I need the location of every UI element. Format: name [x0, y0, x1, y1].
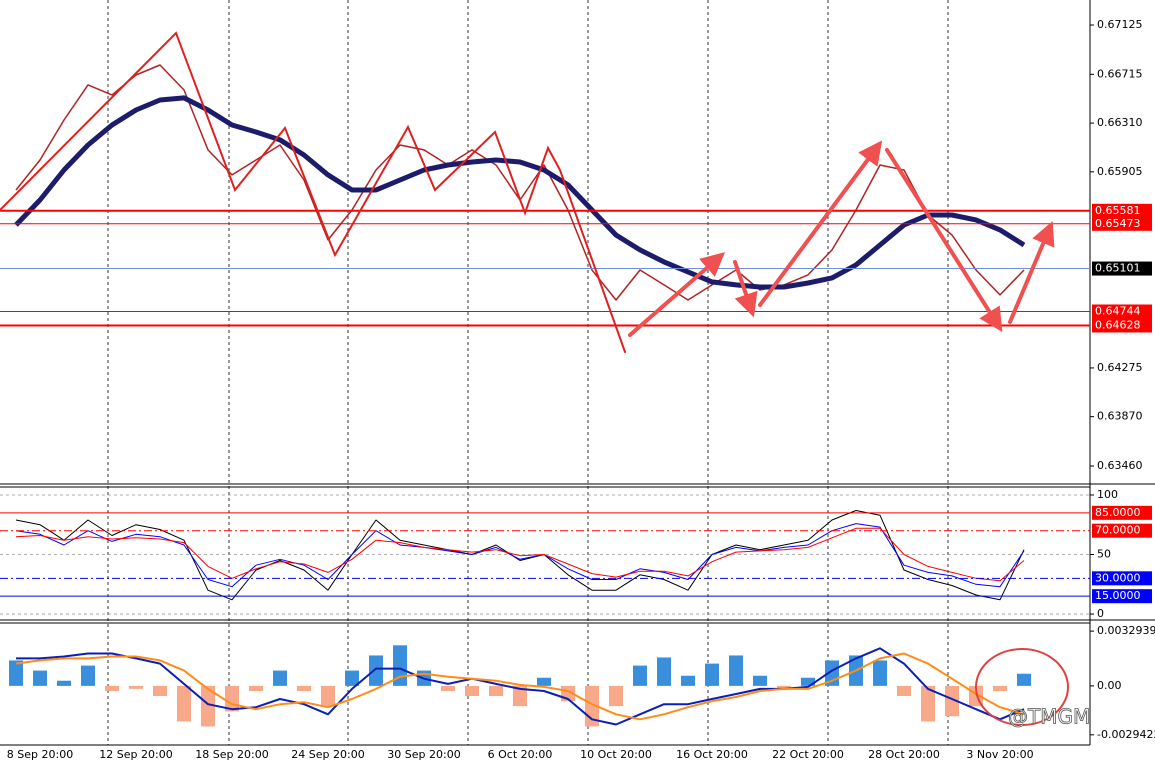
arrow — [1008, 220, 1055, 324]
y-tick-label: 0.63870 — [1097, 410, 1143, 423]
watermark: @TMGM — [1008, 705, 1090, 729]
level-label-box — [1092, 304, 1152, 319]
arrow — [628, 252, 726, 337]
histogram-bar — [465, 685, 479, 697]
level-label-box — [1092, 571, 1152, 586]
histogram-bar — [201, 685, 215, 727]
histogram-bar — [249, 685, 263, 692]
level-label: 0.64628 — [1095, 318, 1141, 331]
histogram-bar — [993, 685, 1007, 692]
level-label-box — [1092, 261, 1152, 276]
histogram-bar — [777, 685, 791, 689]
level-label: 0.65473 — [1095, 217, 1141, 230]
y-tick-label: 0.65905 — [1097, 165, 1143, 178]
x-tick-label: 30 Sep 20:00 — [387, 748, 460, 761]
histogram-bar — [945, 685, 959, 717]
level-label-box — [1092, 216, 1152, 231]
y-tick-label: 0.67125 — [1097, 18, 1143, 31]
histogram-bar — [921, 685, 935, 722]
level-label: 0.65581 — [1095, 204, 1141, 217]
level-label-box — [1092, 523, 1152, 538]
y-tick-label: 50 — [1097, 548, 1111, 561]
y-tick-label: 0 — [1097, 607, 1104, 620]
histogram-bar — [801, 677, 815, 686]
plot — [0, 64, 1090, 727]
x-tick-label: 12 Sep 20:00 — [99, 748, 172, 761]
y-tick-label: 0.66715 — [1097, 67, 1143, 80]
arrow — [733, 260, 758, 318]
series-line — [15, 510, 1025, 601]
vertical-grid — [107, 0, 949, 745]
zigzag — [0, 31, 626, 353]
histogram-bar — [897, 685, 911, 697]
histogram-bar — [9, 660, 23, 686]
histogram-bar — [681, 675, 695, 686]
histogram-bar — [129, 685, 143, 689]
level-label: 30.0000 — [1095, 571, 1141, 584]
annotations — [0, 31, 1069, 726]
x-tick-label: 3 Nov 20:00 — [966, 748, 1033, 761]
histogram-bar — [489, 685, 503, 697]
level-label: 0.64744 — [1095, 305, 1141, 318]
histogram-bar — [321, 685, 335, 707]
y-tick-label: 0.0032939 — [1097, 624, 1155, 637]
y-tick-label: -0.0029422 — [1097, 728, 1155, 741]
highlight-circle — [975, 648, 1069, 726]
y-tick-label: 100 — [1097, 488, 1118, 501]
x-tick-label: 18 Sep 20:00 — [195, 748, 268, 761]
arrow — [885, 148, 1003, 333]
histogram-bar — [369, 655, 383, 686]
x-tick-label: 28 Oct 20:00 — [868, 748, 940, 761]
histogram-bar — [1017, 673, 1031, 686]
series-line — [14, 95, 1026, 290]
histogram-bar — [729, 655, 743, 686]
histogram-bar — [177, 685, 191, 722]
histogram-bar — [297, 685, 311, 692]
histogram-bar — [609, 685, 623, 707]
histogram-bar — [33, 670, 47, 686]
x-tick-label: 10 Oct 20:00 — [580, 748, 652, 761]
y-tick-label: 0.64275 — [1097, 361, 1143, 374]
histogram-bar — [705, 663, 719, 686]
histogram-bar — [441, 685, 455, 692]
arrow — [758, 140, 883, 307]
histogram-bar — [345, 670, 359, 686]
histogram-bar — [105, 685, 119, 692]
x-tick-label: 22 Oct 20:00 — [772, 748, 844, 761]
histogram-bar — [537, 677, 551, 686]
series-line — [15, 652, 1025, 721]
level-label-box — [1092, 505, 1152, 520]
histogram-bar — [57, 680, 71, 686]
series-line — [15, 523, 1025, 588]
level-label: 70.0000 — [1095, 524, 1141, 537]
level-label-box — [1092, 318, 1152, 333]
x-tick-label: 8 Sep 20:00 — [7, 748, 73, 761]
level-label-box — [1092, 589, 1152, 604]
level-label: 0.65101 — [1095, 262, 1141, 275]
y-tick-label: 0.63460 — [1097, 459, 1143, 472]
frame — [0, 0, 1155, 746]
histogram-bar — [873, 660, 887, 686]
series-line — [16, 647, 1025, 726]
histogram-bar — [81, 665, 95, 686]
level-label: 15.0000 — [1095, 589, 1141, 602]
x-tick-label: 16 Oct 20:00 — [676, 748, 748, 761]
histogram-bar — [273, 670, 287, 686]
histogram-bar — [153, 685, 167, 697]
level-label: 85.0000 — [1095, 506, 1141, 519]
histogram-bar — [657, 657, 671, 686]
histogram-bar — [513, 685, 527, 707]
histogram-bar — [753, 675, 767, 686]
x-tick-label: 6 Oct 20:00 — [488, 748, 553, 761]
y-tick-label: 0.66310 — [1097, 116, 1143, 129]
histogram-bar — [633, 665, 647, 686]
level-label-box — [1092, 203, 1152, 218]
y-tick-label: 0.00 — [1097, 679, 1122, 692]
x-tick-label: 24 Sep 20:00 — [291, 748, 364, 761]
series-line — [15, 527, 1025, 582]
